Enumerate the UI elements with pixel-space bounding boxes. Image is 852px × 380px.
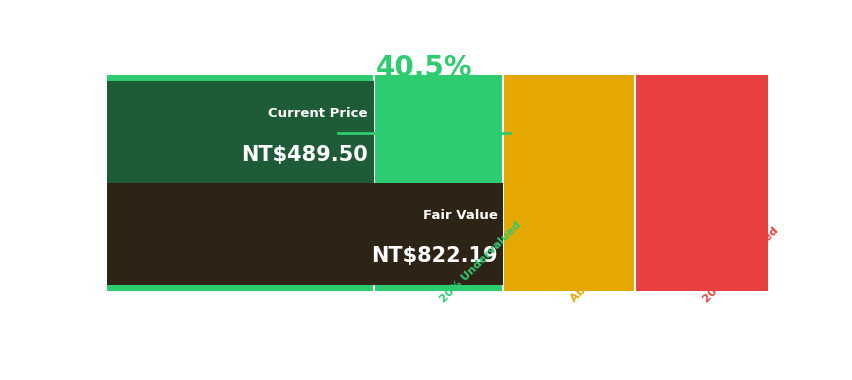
Text: Fair Value: Fair Value: [423, 209, 498, 222]
Bar: [106, 75, 374, 291]
Text: Current Price: Current Price: [268, 108, 367, 120]
Bar: [503, 75, 635, 291]
Text: Undervalued: Undervalued: [374, 104, 473, 118]
Bar: [635, 75, 767, 291]
Text: About Right: About Right: [569, 245, 628, 304]
Text: NT$822.19: NT$822.19: [371, 246, 498, 266]
Text: 20% Overvalued: 20% Overvalued: [700, 225, 780, 304]
Bar: [374, 75, 503, 291]
Bar: [106, 183, 503, 285]
Text: 20% Undervalued: 20% Undervalued: [438, 220, 523, 304]
Text: NT$489.50: NT$489.50: [241, 145, 367, 165]
Text: 40.5%: 40.5%: [375, 54, 472, 82]
Bar: [106, 81, 374, 183]
